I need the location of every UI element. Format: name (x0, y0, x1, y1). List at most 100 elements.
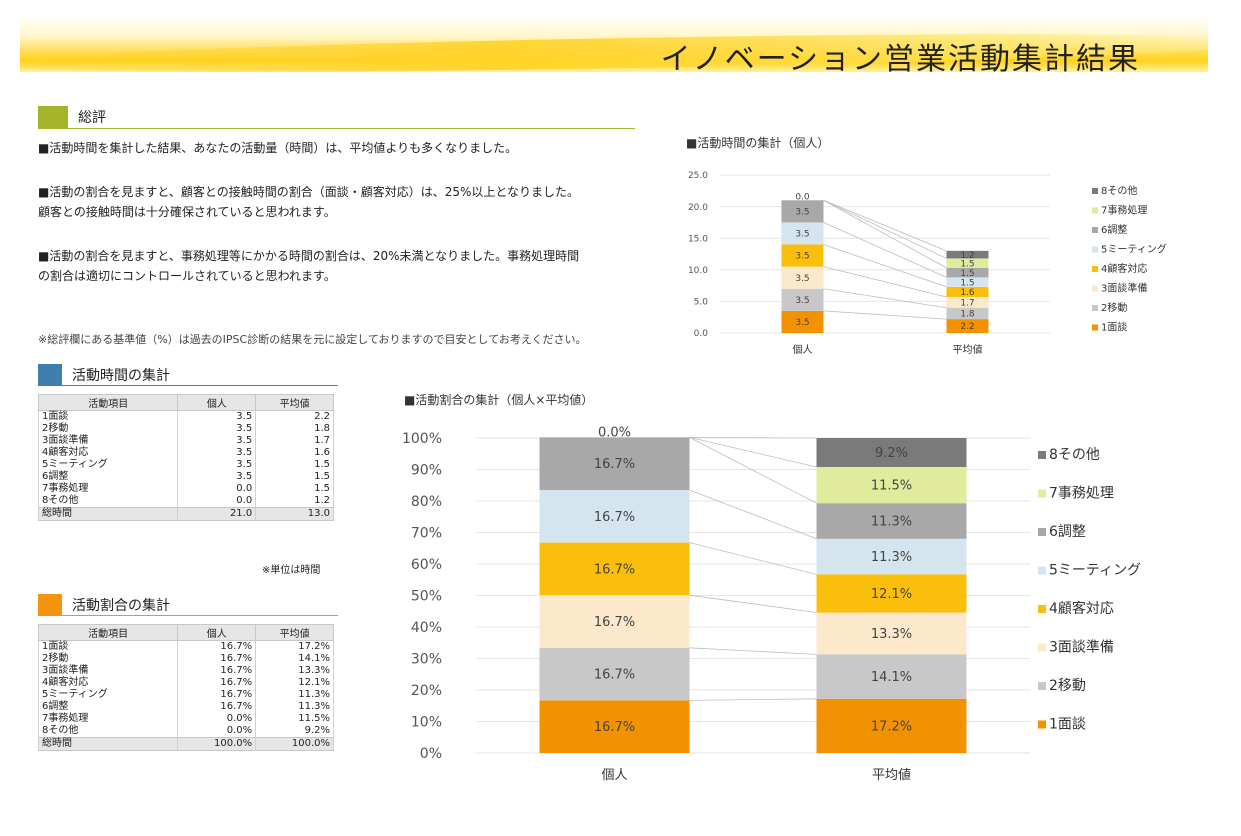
data-label: 0.0 (795, 192, 810, 202)
data-label: 1.5 (960, 259, 974, 269)
summary-heading-label: 総評 (78, 110, 106, 126)
x-tick-label: 平均値 (872, 767, 911, 783)
column-header: 個人 (177, 624, 257, 641)
series-line (689, 698, 817, 701)
cell: 16.7% (177, 677, 257, 689)
table-row: 8その他 0.0 1.2 (37, 495, 334, 508)
legend-swatch (1038, 489, 1046, 498)
cell: 16.7% (177, 701, 257, 713)
ratio-chart-title: ■活動割合の集計（個人×平均値） (404, 391, 593, 408)
table-row: 5ミーティング 16.7% 11.3% (37, 689, 334, 701)
time-table-heading-label: 活動時間の集計 (72, 368, 170, 384)
legend-label: 1面談 (1049, 717, 1086, 733)
bar-segment (539, 489, 690, 543)
cell: 1.8 (255, 423, 334, 435)
summary-paragraph: ■活動時間を集計した結果、あなたの活動量（時間）は、平均値よりも多くなりました。 (38, 141, 518, 155)
bar-segment (781, 266, 824, 289)
legend-swatch (1092, 266, 1098, 272)
bar-segment (946, 319, 989, 333)
bar-segment (816, 466, 967, 504)
legend-swatch (1092, 207, 1098, 214)
unit-note: ※単位は時間 (262, 565, 321, 576)
bar-segment (946, 307, 989, 320)
cell: 11.3% (255, 689, 334, 701)
bar-segment (946, 277, 989, 287)
cell: 13.3% (255, 665, 334, 677)
bar-segment (781, 200, 824, 223)
cell: 1.6 (255, 447, 334, 459)
legend-label: 4顧客対応 (1101, 262, 1147, 275)
series-line (823, 222, 947, 278)
ratio-table-heading: 活動割合の集計 (38, 594, 170, 616)
data-label: 0.0% (598, 425, 631, 440)
cell: 100.0% (255, 737, 334, 751)
bar-segment (781, 244, 824, 267)
cell: 3.5 (177, 410, 257, 423)
data-label: 12.1% (871, 587, 912, 602)
bar-segment (539, 647, 690, 701)
data-label: 9.2% (875, 446, 908, 461)
legend-swatch (1092, 227, 1098, 233)
ratio-table-heading-label: 活動割合の集計 (72, 598, 170, 614)
cell: 16.7% (177, 689, 257, 701)
column-header: 平均値 (255, 624, 334, 641)
table-row: 8その他 0.0% 9.2% (37, 725, 334, 738)
legend-label: 8その他 (1049, 447, 1100, 463)
series-line (823, 244, 947, 288)
cell: 21.0 (177, 507, 257, 521)
data-label: 16.7% (594, 720, 635, 735)
y-tick-label: 20.0 (688, 203, 708, 213)
y-tick-label: 60% (411, 557, 442, 573)
cell: 13.0 (255, 507, 334, 521)
cell: 1.2 (255, 495, 334, 508)
legend-label: 3面談準備 (1101, 282, 1147, 295)
cell: 7事務処理 (37, 483, 179, 495)
bar-segment (816, 438, 967, 467)
cell: 1.5 (255, 471, 334, 483)
data-label: 3.5 (795, 296, 809, 306)
data-label: 11.5% (871, 479, 912, 494)
series-line (689, 436, 817, 439)
cell: 6調整 (37, 471, 179, 483)
summary-heading: 総評 (38, 106, 106, 128)
bar-segment (539, 542, 690, 596)
data-label: 16.7% (594, 615, 635, 630)
bar-segment (946, 250, 989, 259)
data-label: 3.5 (795, 252, 809, 262)
y-tick-label: 10% (411, 714, 442, 730)
bar-segment (816, 698, 967, 753)
data-label: 3.5 (795, 230, 809, 240)
cell: 0.0% (177, 713, 257, 725)
cell: 5ミーティング (37, 459, 179, 471)
cell: 0.0 (177, 483, 257, 495)
cell: 2移動 (37, 653, 179, 665)
page-title: イノベーション営業活動集計結果 (660, 42, 1140, 72)
data-label: 3.5 (795, 207, 809, 217)
table-total-row: 総時間 100.0% 100.0% (37, 737, 334, 751)
legend-swatch (1092, 246, 1098, 253)
cell: 11.3% (255, 701, 334, 713)
legend-swatch (1038, 643, 1046, 652)
bar-segment (816, 538, 967, 575)
table-header-row: 活動項目 個人 平均値 (37, 394, 334, 411)
series-line (689, 437, 817, 504)
cell: 1面談 (37, 640, 179, 653)
cell: 3.5 (177, 447, 257, 459)
time-table-underline (38, 385, 338, 386)
table-row: 4顧客対応 16.7% 12.1% (37, 677, 334, 689)
data-label: 16.7% (594, 668, 635, 683)
cell: 3.5 (177, 471, 257, 483)
cell: 5ミーティング (37, 689, 179, 701)
table-row: 1面談 3.5 2.2 (37, 410, 334, 423)
bar-segment (539, 437, 690, 490)
cell: 17.2% (255, 640, 334, 653)
series-line (689, 436, 817, 468)
cell: 4顧客対応 (37, 677, 179, 689)
series-line (823, 266, 947, 298)
column-header: 活動項目 (37, 394, 179, 411)
legend-label: 6調整 (1101, 223, 1127, 236)
y-tick-label: 15.0 (688, 234, 708, 244)
bar-segment (781, 288, 824, 311)
data-label: 1.5 (960, 278, 974, 288)
data-label: 2.2 (960, 322, 974, 332)
